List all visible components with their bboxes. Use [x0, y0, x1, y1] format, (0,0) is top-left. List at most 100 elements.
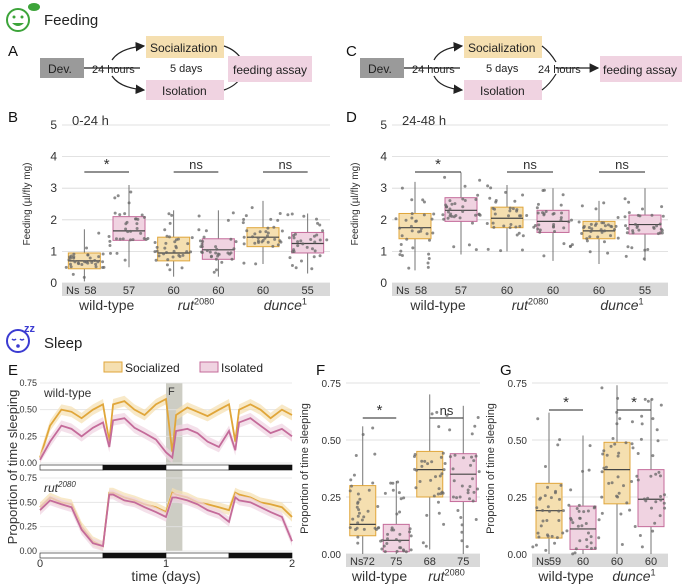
data-point [533, 224, 537, 228]
group-label: dunce1 [612, 567, 655, 584]
data-point [266, 240, 270, 244]
data-point [427, 252, 431, 256]
data-point [627, 211, 631, 215]
data-point [437, 487, 441, 491]
data-point [452, 479, 456, 483]
data-point [242, 235, 246, 239]
data-point [493, 212, 497, 216]
data-point [312, 255, 316, 259]
n-value: 60 [501, 285, 513, 297]
data-point [586, 531, 590, 535]
data-point [541, 189, 545, 193]
data-point [559, 203, 563, 207]
data-point [472, 459, 476, 463]
data-point [476, 487, 480, 491]
data-point [600, 470, 604, 474]
socialization-label: Socialization [468, 41, 535, 55]
data-point [561, 193, 565, 197]
data-point [486, 247, 490, 251]
data-point [589, 535, 593, 539]
data-point [439, 455, 443, 459]
data-point [168, 268, 172, 272]
data-point [123, 258, 127, 262]
data-point [404, 218, 408, 222]
data-point [587, 468, 591, 472]
subpanel-label: wild-type [43, 386, 92, 400]
charts-layer: 0 1 2 3 4 5 Feeding (µl/fly mg) Ns 58 57 60 60 60 55 *… [5, 113, 668, 584]
data-point [68, 255, 72, 259]
data-point [376, 504, 380, 508]
y-tick-label: 0.50 [19, 497, 37, 507]
data-point [438, 474, 442, 478]
assay-box [600, 56, 682, 82]
data-point [470, 221, 474, 225]
data-point [544, 209, 548, 213]
data-point [557, 518, 561, 522]
isolation-box [146, 80, 224, 100]
data-point [633, 222, 637, 226]
data-point [626, 245, 630, 249]
data-point [245, 229, 249, 233]
data-point [391, 488, 395, 492]
data-point [445, 413, 449, 417]
data-point [427, 257, 431, 261]
hours-label-1: 24 hours [412, 64, 455, 76]
data-point [250, 206, 254, 210]
data-point [594, 207, 598, 211]
data-point [294, 266, 298, 270]
data-point [451, 495, 455, 499]
data-point [291, 250, 295, 254]
data-point [554, 489, 558, 493]
data-point [443, 175, 447, 179]
data-point [361, 433, 365, 437]
data-point [630, 479, 634, 483]
x-tick-label: 2 [289, 558, 295, 570]
data-point [170, 213, 174, 217]
data-point [153, 241, 157, 245]
data-point [436, 492, 440, 496]
data-point [139, 231, 143, 235]
data-point [600, 386, 604, 390]
data-point [624, 254, 628, 258]
data-point [508, 209, 512, 213]
data-point [571, 552, 575, 556]
data-point [396, 480, 400, 484]
data-point [546, 534, 550, 538]
data-point [366, 509, 370, 513]
data-point [301, 242, 305, 246]
data-point [173, 240, 177, 244]
data-point [82, 275, 86, 279]
n-value: 58 [84, 285, 96, 297]
data-point [398, 253, 402, 257]
data-point [461, 197, 465, 201]
data-point [630, 246, 634, 250]
group-label: dunce1 [600, 296, 643, 313]
data-point [380, 547, 384, 551]
data-point [278, 212, 282, 216]
data-point [553, 541, 557, 545]
box-isolated [112, 216, 146, 241]
data-point [325, 238, 329, 242]
data-point [266, 226, 270, 230]
data-point [442, 217, 446, 221]
data-point [142, 237, 146, 241]
n-value: 55 [302, 285, 314, 297]
group-label: wild-type [78, 297, 134, 313]
data-point [485, 221, 489, 225]
data-point [542, 254, 546, 258]
data-point [189, 250, 193, 254]
data-point [600, 221, 604, 225]
data-point [286, 213, 290, 217]
data-point [474, 213, 478, 217]
data-point [435, 410, 439, 414]
assay-box [228, 56, 312, 82]
data-point [508, 206, 512, 210]
data-point [94, 265, 98, 269]
data-point [460, 523, 464, 527]
data-point [615, 422, 619, 426]
data-point [420, 459, 424, 463]
light-dark-bar [165, 464, 230, 471]
data-point [409, 534, 413, 538]
data-point [86, 261, 90, 265]
data-point [190, 236, 194, 240]
